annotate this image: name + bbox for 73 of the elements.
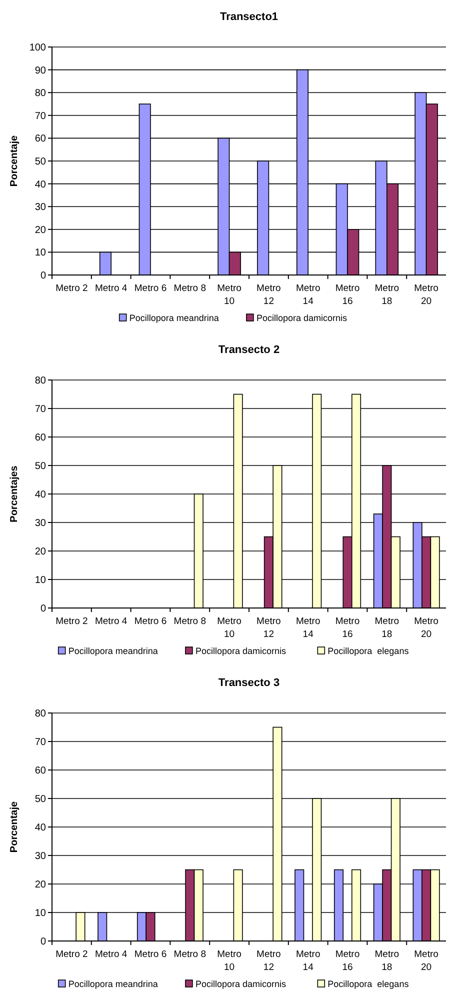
y-tick-label: 90 (34, 65, 46, 76)
y-tick-label: 10 (34, 908, 46, 919)
y-tick-label: 50 (34, 794, 46, 805)
y-axis-title: Porcentaje (9, 801, 20, 853)
x-tick-label: Metro 18 (374, 283, 400, 307)
y-tick-label: 80 (34, 88, 46, 100)
y-tick-label: 10 (34, 575, 46, 586)
y-axis-title: Porcentaje (9, 135, 20, 187)
y-tick-label: 40 (34, 490, 46, 500)
y-tick-label: 100 (29, 42, 46, 54)
x-tick-label: Metro 10 (217, 616, 242, 640)
x-tick-label: Metro 10 (217, 949, 242, 973)
y-tick-label: 30 (34, 851, 46, 862)
legend-label: Pocillopora elegans (328, 979, 410, 989)
y-tick-label: 80 (34, 708, 46, 720)
x-tick-label: Metro 14 (296, 283, 320, 307)
y-tick-label: 20 (34, 546, 46, 558)
x-tick-label: Metro 2 (56, 283, 88, 294)
y-tick-label: 20 (34, 224, 46, 236)
x-tick-label: Metro 16 (335, 283, 360, 307)
y-tick-label: 60 (34, 432, 46, 444)
legend-label: Pocillopora damicornis (195, 979, 286, 989)
y-tick-label: 0 (40, 936, 46, 948)
chart-title: Transecto1 (220, 11, 278, 23)
x-tick-label: Metro 6 (134, 616, 167, 627)
x-tick-label: Metro 20 (414, 616, 438, 640)
legend-label: Pocillopora damicornis (256, 313, 348, 323)
x-tick-label: Metro 4 (94, 283, 128, 294)
y-tick-label: 70 (34, 110, 46, 122)
y-tick-label: 30 (34, 202, 46, 214)
legend-label: Pocillopora meandrina (129, 313, 219, 323)
x-tick-label: Metro 16 (335, 616, 360, 640)
x-tick-label: Metro 6 (134, 283, 167, 294)
y-tick-label: 60 (34, 134, 46, 145)
x-tick-label: Metro 18 (374, 949, 400, 973)
x-tick-label: Metro 14 (296, 616, 320, 640)
y-axis-title: Porcentajes (9, 465, 20, 522)
chart-title: Transecto 3 (218, 677, 280, 689)
x-tick-label: Metro 20 (414, 949, 438, 973)
y-tick-label: 70 (34, 737, 46, 748)
x-tick-label: Metro 2 (56, 949, 88, 960)
x-tick-label: Metro 10 (217, 283, 242, 307)
x-tick-label: Metro 12 (256, 616, 281, 640)
y-tick-label: 0 (40, 604, 46, 614)
y-tick-label: 50 (34, 461, 46, 472)
y-tick-label: 50 (34, 156, 46, 168)
legend-label: Pocillopora damicornis (195, 646, 286, 656)
x-tick-label: Metro 4 (94, 949, 128, 960)
y-tick-label: 70 (34, 404, 46, 415)
y-tick-label: 80 (34, 376, 46, 386)
legend-label: Pocillopora meandrina (68, 646, 158, 656)
x-tick-label: Metro 8 (174, 283, 206, 294)
x-tick-label: Metro 4 (94, 616, 128, 627)
chart-title: Transecto 2 (218, 344, 280, 356)
legend-label: Pocillopora elegans (328, 646, 410, 656)
y-tick-label: 10 (34, 248, 46, 259)
x-tick-label: Metro 16 (335, 949, 360, 973)
x-tick-label: Metro 20 (414, 283, 438, 307)
x-tick-label: Metro 8 (174, 949, 206, 960)
x-tick-label: Metro 18 (374, 616, 400, 640)
y-tick-label: 60 (34, 766, 46, 776)
y-tick-label: 20 (34, 880, 46, 890)
y-tick-label: 40 (34, 179, 46, 190)
y-tick-label: 30 (34, 518, 46, 529)
x-tick-label: Metro 2 (56, 616, 88, 627)
x-tick-label: Metro 6 (134, 949, 167, 960)
x-tick-label: Metro 14 (296, 949, 320, 973)
y-tick-label: 40 (34, 822, 46, 834)
x-tick-label: Metro 12 (256, 283, 281, 307)
legend-label: Pocillopora meandrina (68, 979, 158, 989)
x-tick-label: Metro 8 (174, 616, 206, 627)
x-tick-label: Metro 12 (256, 949, 281, 973)
y-tick-label: 0 (40, 270, 46, 282)
